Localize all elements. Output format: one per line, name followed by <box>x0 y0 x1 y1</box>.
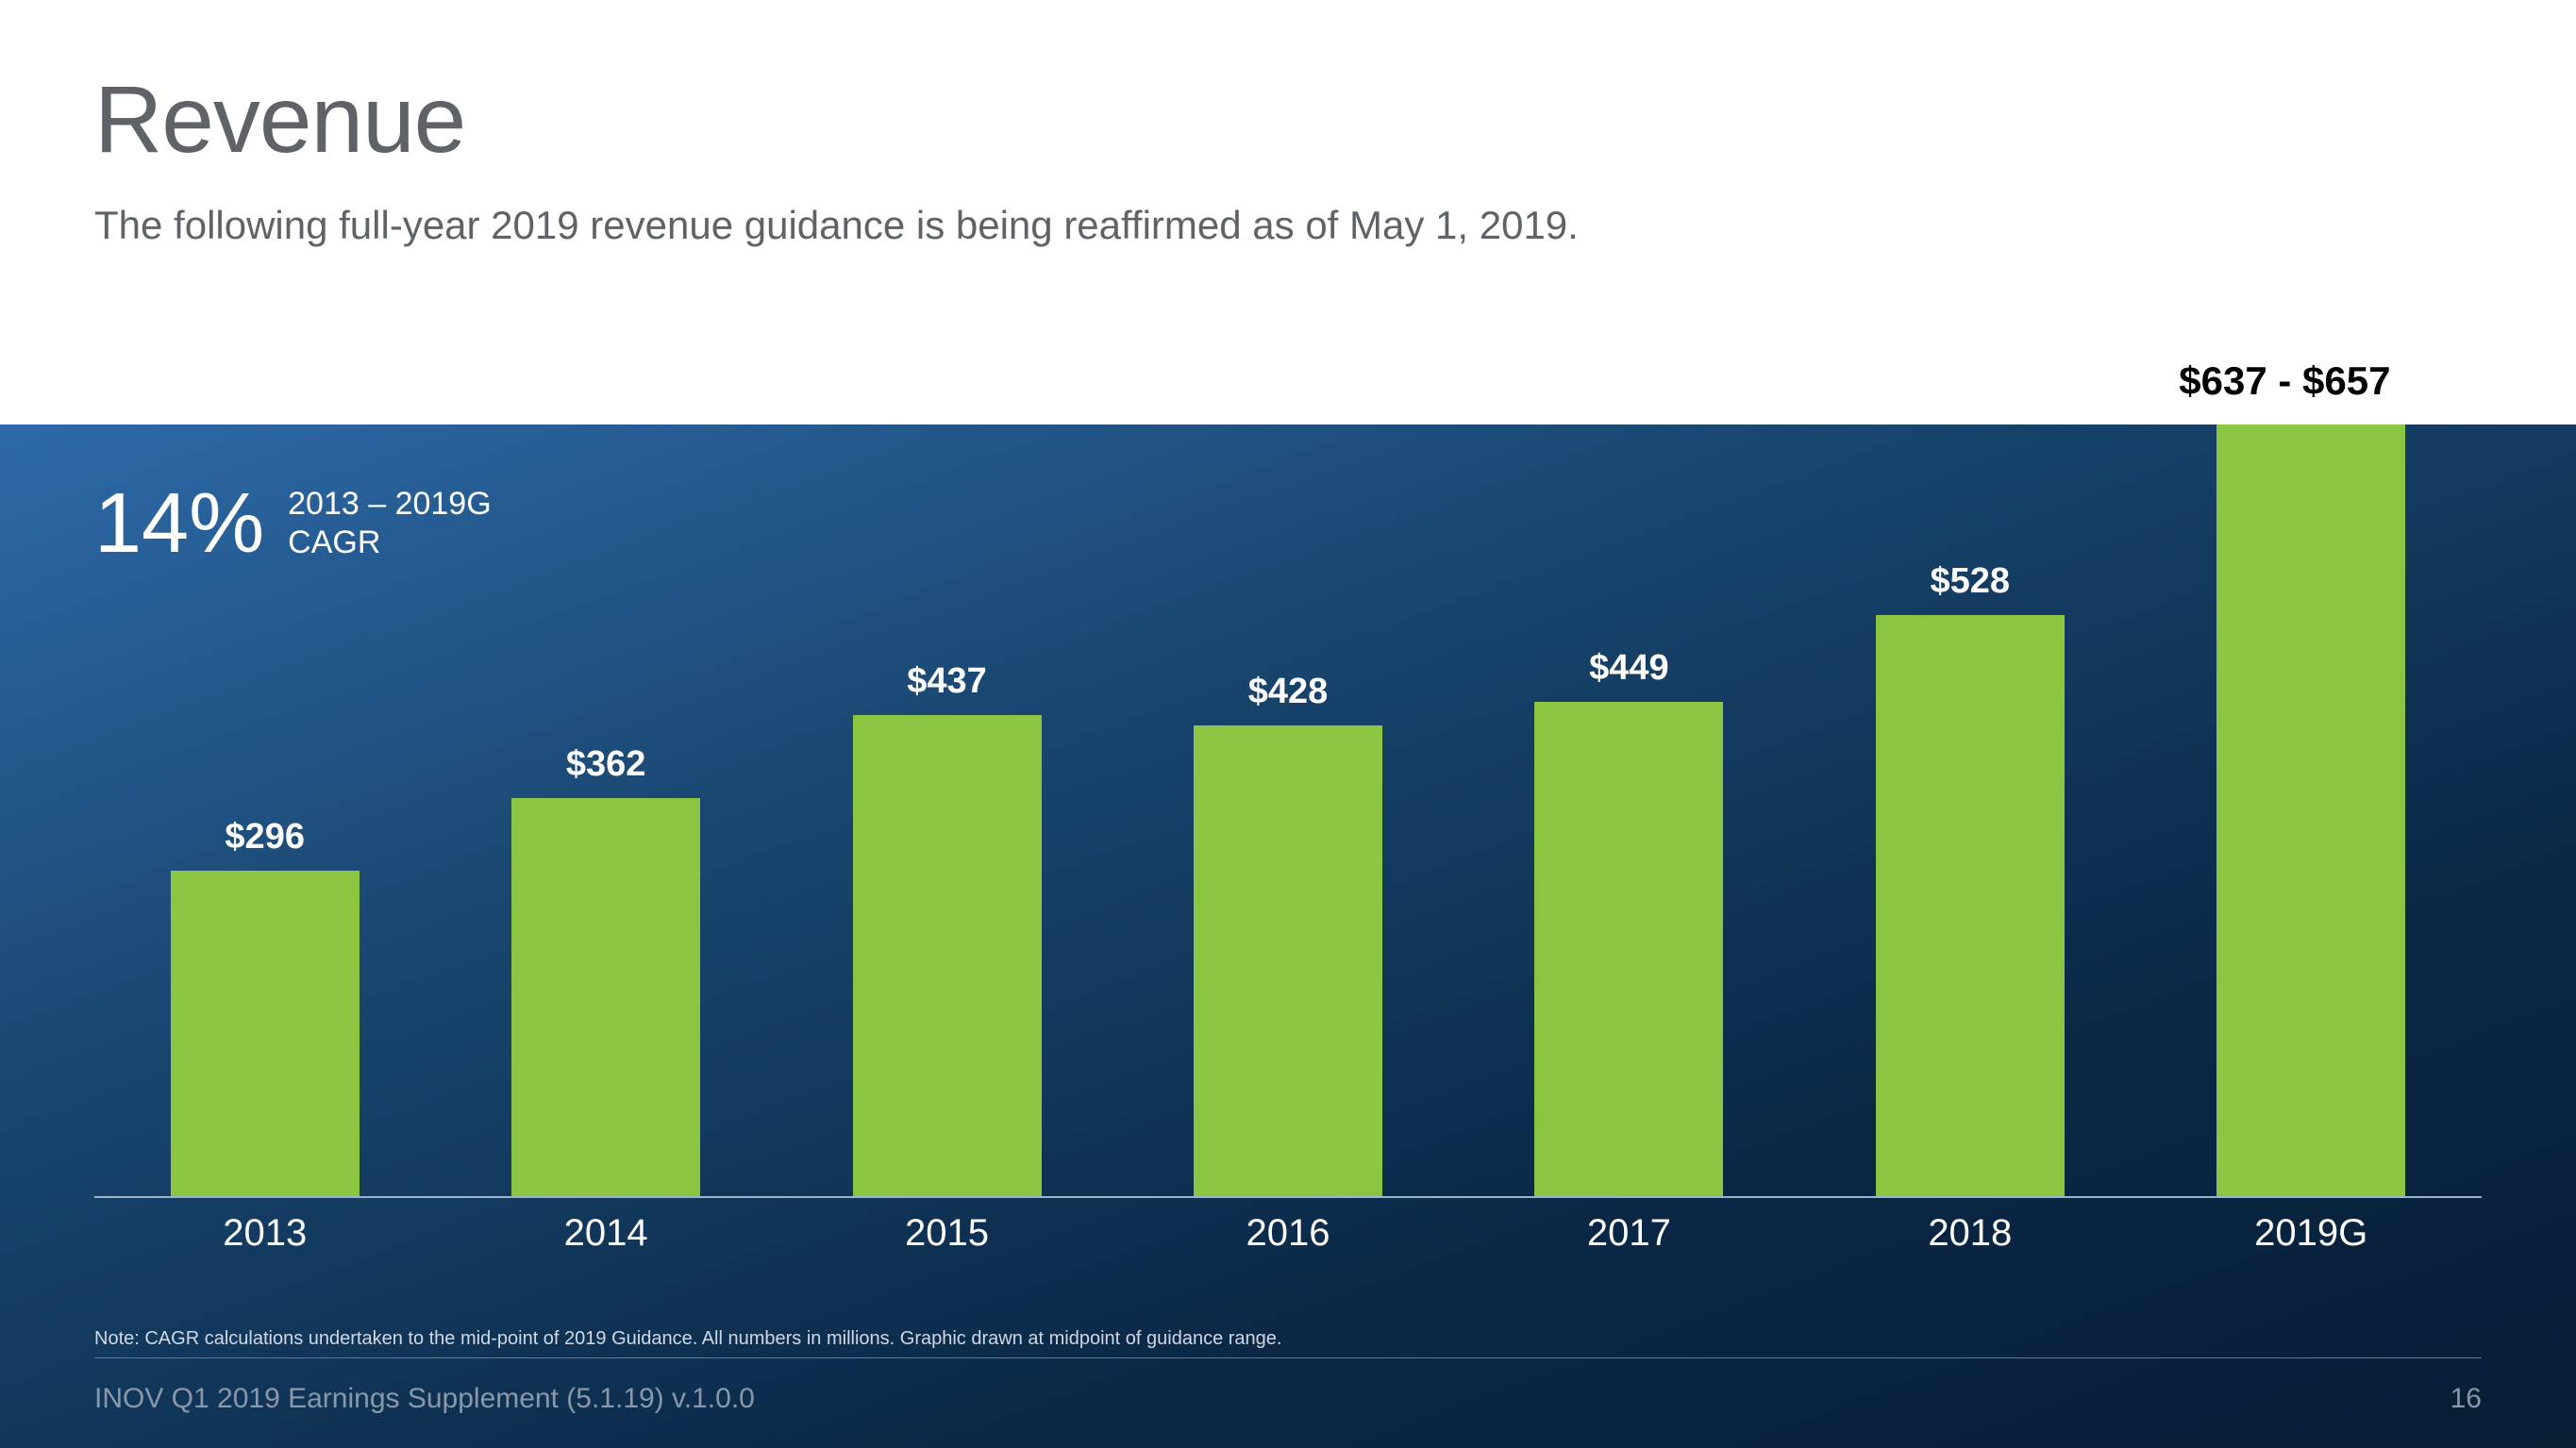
bar-value-label: $449 <box>1589 648 1669 689</box>
page-subtitle: The following full-year 2019 revenue gui… <box>94 203 2482 248</box>
bar-group: $362 <box>435 744 776 1198</box>
footer-left: INOV Q1 2019 Earnings Supplement (5.1.19… <box>94 1383 755 1415</box>
chart-area: $296$362$437$428$449$528. <box>94 424 2482 1198</box>
footnote: Note: CAGR calculations undertaken to th… <box>94 1328 2482 1358</box>
header-area: Revenue The following full-year 2019 rev… <box>94 66 2482 248</box>
x-axis-label: 2014 <box>435 1212 776 1255</box>
bars-container: $296$362$437$428$449$528. <box>94 424 2482 1198</box>
bar <box>2216 424 2405 1198</box>
bar-value-label: $428 <box>1248 672 1329 712</box>
bar-group: $528 <box>1799 561 2140 1199</box>
bar <box>853 715 1042 1198</box>
bar-value-label: $437 <box>907 661 987 702</box>
bar-value-label: $362 <box>566 744 646 785</box>
page-number: 16 <box>2451 1383 2482 1415</box>
bar <box>1876 615 2065 1199</box>
x-axis-label: 2017 <box>1459 1212 1799 1255</box>
x-axis-label: 2019G <box>2141 1212 2482 1255</box>
bar-value-label: $528 <box>1931 561 2011 602</box>
bar <box>171 871 360 1198</box>
x-axis-label: 2013 <box>94 1212 435 1255</box>
bar-group: $437 <box>777 661 1117 1198</box>
bar-value-label: $296 <box>225 817 305 857</box>
x-axis-labels: 2013201420152016201720182019G <box>94 1212 2482 1255</box>
x-axis-label: 2016 <box>1117 1212 1458 1255</box>
bar <box>511 798 700 1198</box>
bar <box>1194 725 1382 1198</box>
bar-group: . <box>2141 371 2482 1198</box>
bar-group: $449 <box>1459 648 1799 1198</box>
bar-group: $296 <box>94 817 435 1198</box>
bar <box>1534 702 1723 1198</box>
x-axis-label: 2018 <box>1799 1212 2140 1255</box>
chart-panel: 14% 2013 – 2019G CAGR $296$362$437$428$4… <box>0 424 2576 1448</box>
page-title: Revenue <box>94 66 2482 175</box>
bar-value-label-external: $637 - $657 <box>2179 358 2390 404</box>
chart-baseline <box>94 1196 2482 1198</box>
x-axis-label: 2015 <box>777 1212 1117 1255</box>
bar-group: $428 <box>1117 672 1458 1198</box>
